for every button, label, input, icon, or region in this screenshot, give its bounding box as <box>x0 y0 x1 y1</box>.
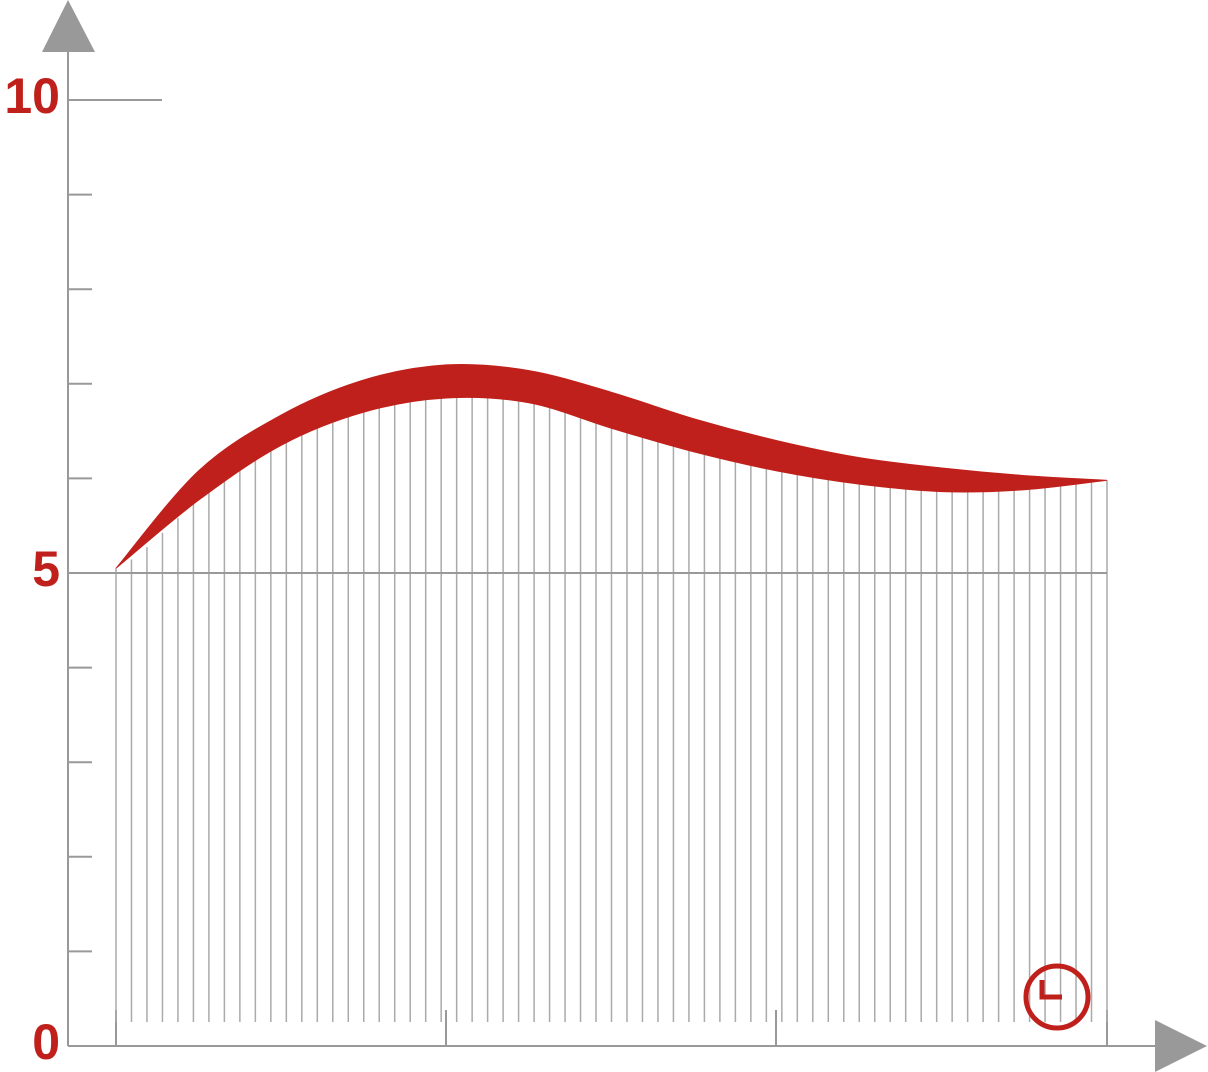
y-tick-label: 0 <box>32 1014 60 1070</box>
x-arrow <box>1155 1020 1207 1072</box>
band-area <box>115 363 1108 569</box>
y-tick-label: 5 <box>32 541 60 597</box>
axes <box>67 50 1160 1047</box>
y-arrow <box>42 0 95 52</box>
y-tick-label: 10 <box>4 68 60 124</box>
hatch <box>115 397 1108 1022</box>
clock-icon <box>1023 963 1091 1031</box>
